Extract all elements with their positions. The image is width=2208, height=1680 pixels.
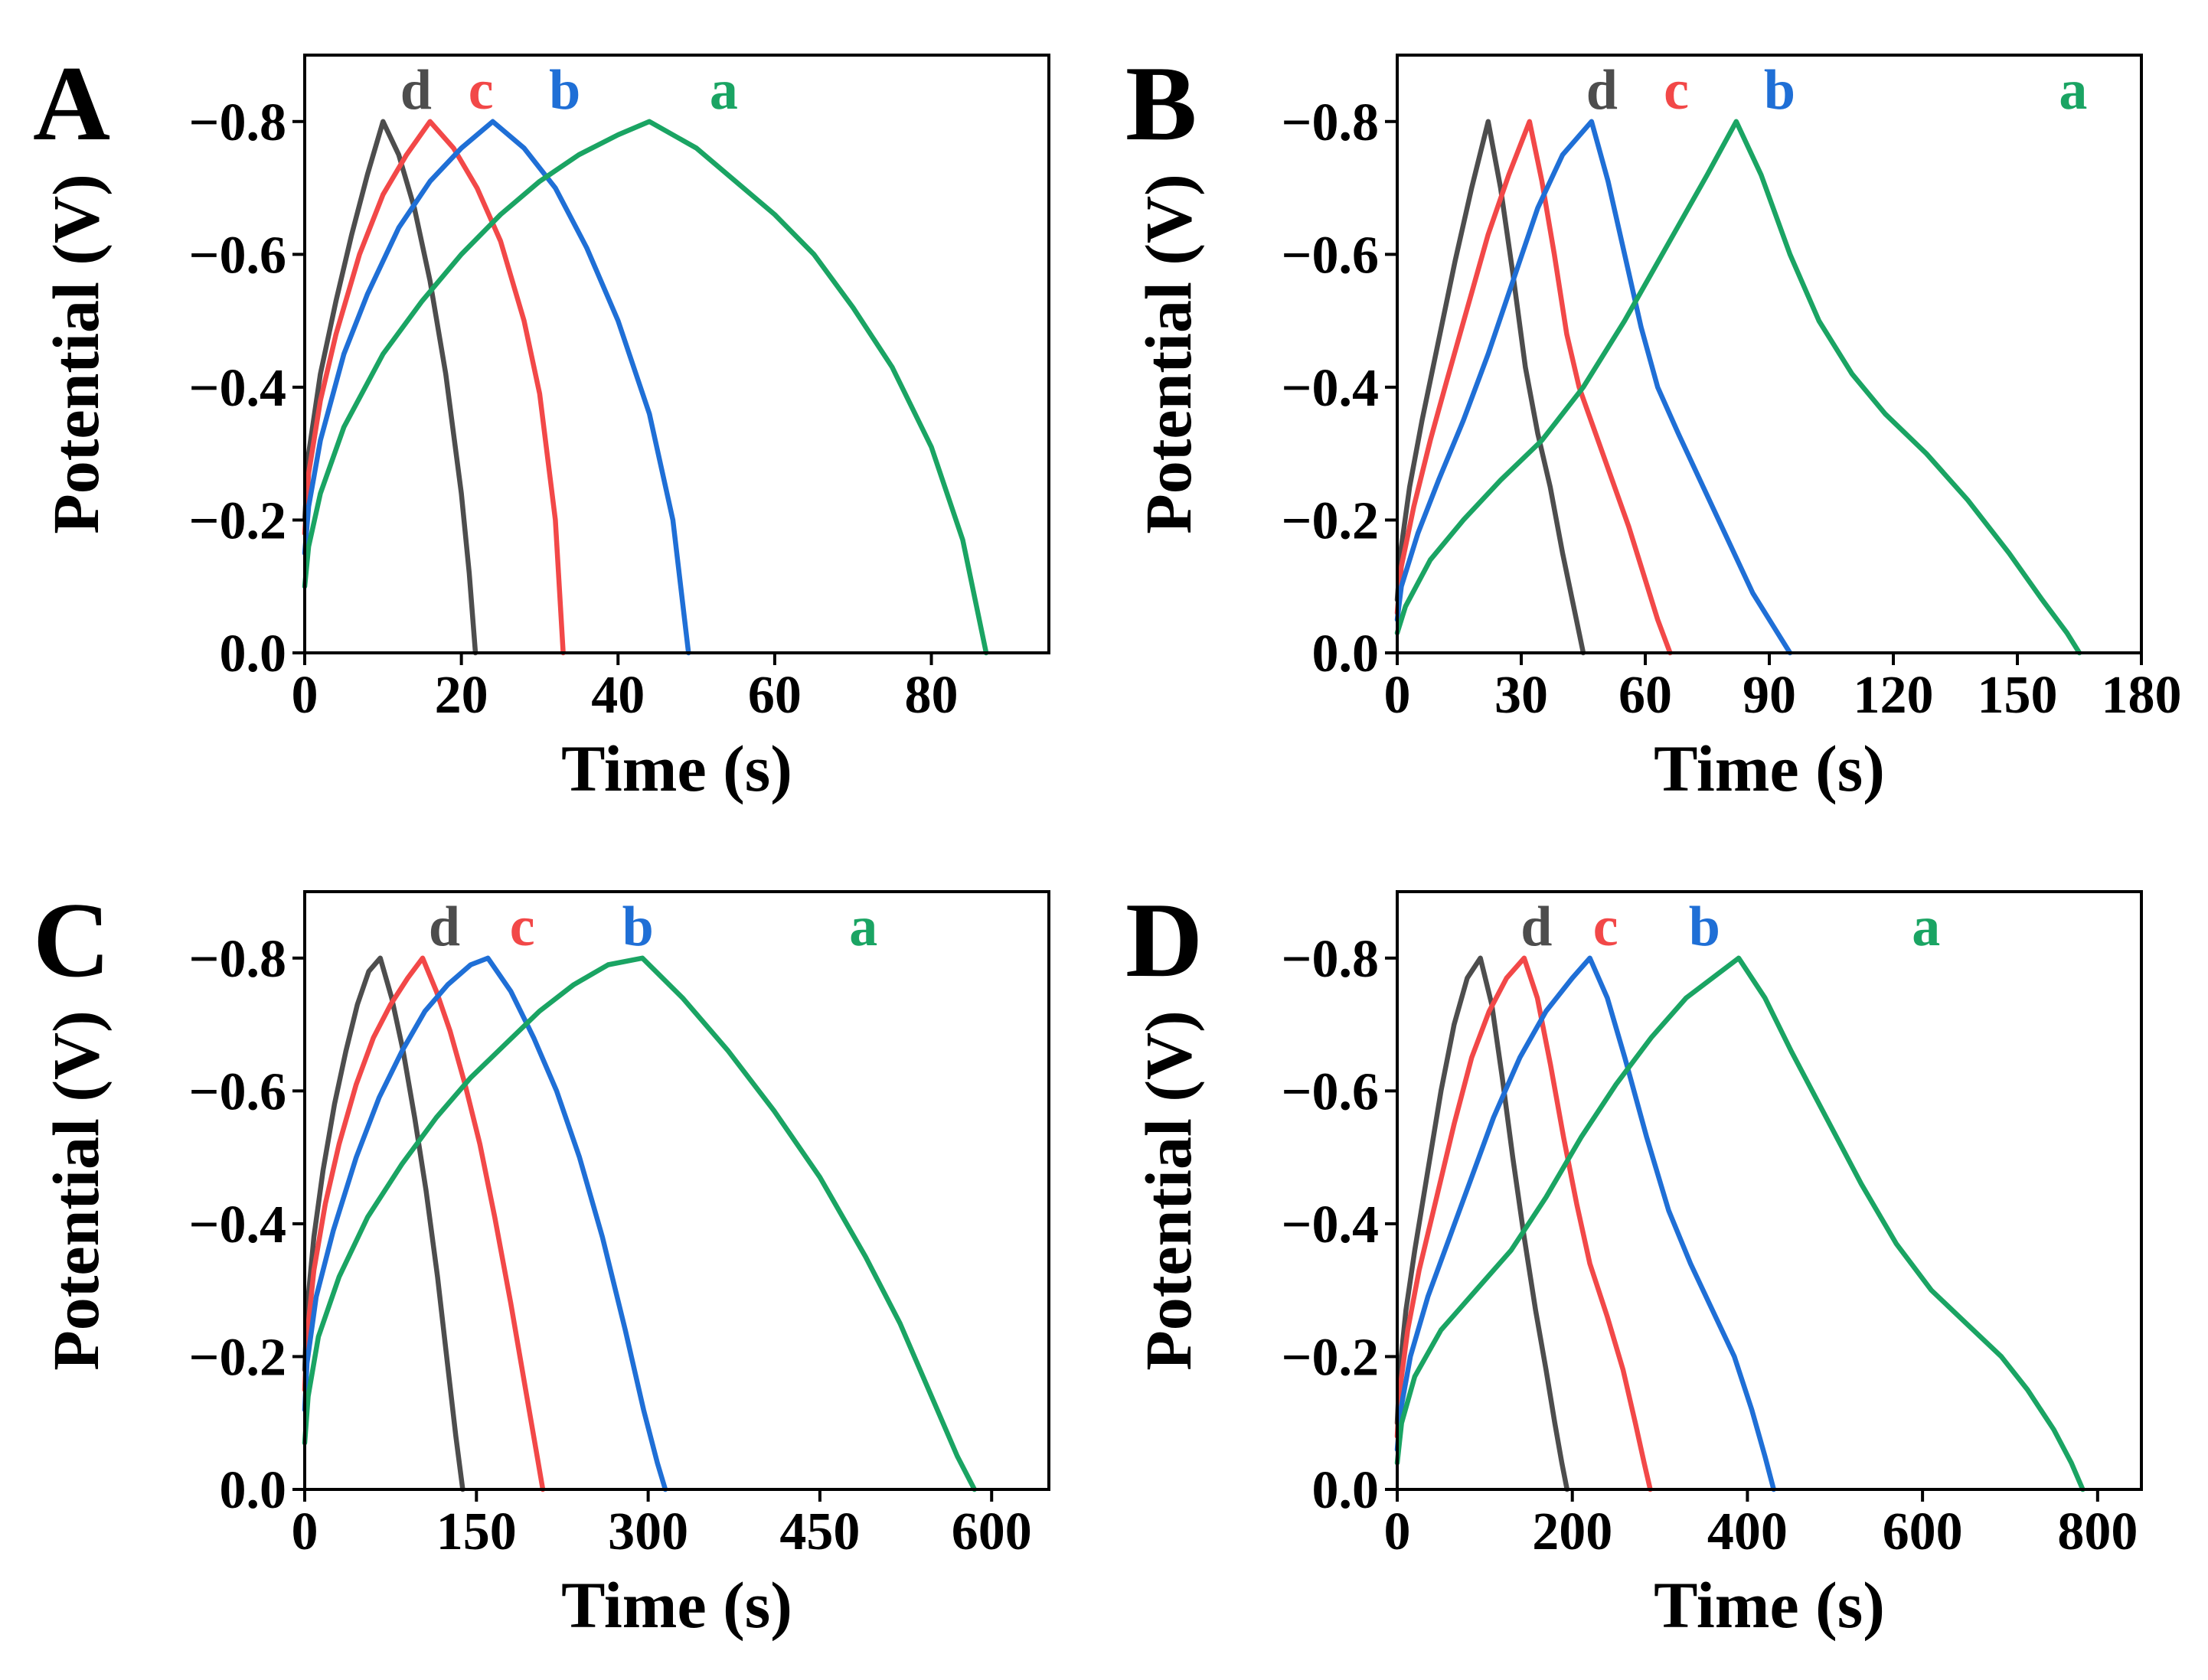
series-line-a: [1394, 955, 2086, 1492]
y-tick-label: −0.2: [189, 491, 286, 550]
chart-panel-c: C 0 150 300 450 600 0.0 −0.2 −0.4 −0.6 −0.8 Time (s…: [33, 881, 1050, 1642]
axes-frame: [1396, 54, 2143, 654]
y-axis-label: Potential (V): [1132, 1010, 1205, 1370]
chart-panel-d: D 0 200 400 600 800 0.0 −0.2 −0.4 −0.6 −0.8 Time (s…: [1125, 881, 2143, 1642]
x-tick-label: 0: [292, 666, 318, 725]
axes-frame: [1396, 890, 2143, 1491]
y-tick-label: 0.0: [220, 1461, 287, 1520]
series-label-a: a: [2059, 59, 2087, 122]
x-tick-label: 150: [436, 1502, 517, 1561]
series-label-b: b: [1689, 895, 1720, 958]
y-tick-label: 0.0: [1312, 1461, 1380, 1520]
series-label-c: c: [469, 59, 494, 122]
series-line-b: [302, 119, 691, 656]
series-label-d: d: [1520, 895, 1552, 958]
y-tick-label: −0.4: [189, 1196, 286, 1254]
y-tick-label: −0.8: [189, 93, 286, 152]
panel-label: A: [33, 44, 110, 163]
x-tick-label: 120: [1854, 666, 1934, 725]
y-tick-label: −0.8: [1282, 93, 1379, 152]
x-tick-label: 600: [1883, 1502, 1963, 1561]
series-label-b: b: [549, 59, 580, 122]
x-tick-label: 30: [1494, 666, 1548, 725]
x-axis-label: Time (s): [561, 1568, 792, 1642]
axes-frame: [303, 54, 1050, 654]
y-tick-label: −0.4: [189, 359, 286, 418]
x-tick-label: 300: [608, 1502, 688, 1561]
x-axis-label: Time (s): [561, 732, 792, 805]
x-tick-label: 150: [1978, 666, 2058, 725]
series-line-b: [302, 955, 668, 1492]
x-tick-label: 40: [591, 666, 645, 725]
x-tick-label: 450: [779, 1502, 860, 1561]
y-tick-label: −0.6: [1282, 1062, 1379, 1121]
x-tick-label: 90: [1743, 666, 1796, 725]
x-tick-label: 200: [1532, 1502, 1612, 1561]
series-label-d: d: [429, 895, 460, 958]
y-tick-label: 0.0: [220, 625, 287, 683]
y-tick-label: −0.8: [1282, 930, 1379, 989]
series-line-c: [1394, 119, 1673, 656]
chart-panel-b: B 0 30 60 90 120 150 180 0.0 −0.2 −0.4 −0.6 −0.8 Time…: [1125, 44, 2182, 805]
series-label-a: a: [710, 59, 738, 122]
series-label-c: c: [510, 895, 535, 958]
series-line-d: [1394, 955, 1570, 1492]
y-axis-label: Potential (V): [39, 1010, 113, 1370]
series-line-b: [1394, 955, 1776, 1492]
x-tick-label: 0: [292, 1502, 318, 1561]
y-tick-label: −0.6: [189, 1062, 286, 1121]
y-tick-label: −0.2: [1282, 491, 1379, 550]
series-label-b: b: [622, 895, 654, 958]
chart-panel-a: A 0 20 40 60 80 0.0 −0.2 −0.4 −0.6 −0.8 Time (s) Pot…: [33, 44, 1050, 805]
x-axis-label: Time (s): [1654, 732, 1885, 805]
series-label-d: d: [1586, 59, 1618, 122]
y-axis-label: Potential (V): [39, 174, 113, 533]
series-line-c: [302, 119, 566, 656]
series-line-b: [1394, 119, 1793, 656]
x-tick-label: 400: [1707, 1502, 1788, 1561]
series-line-d: [302, 955, 465, 1492]
series-line-a: [1394, 119, 2082, 656]
series-label-a: a: [849, 895, 877, 958]
series-line-c: [302, 955, 546, 1492]
y-tick-label: −0.6: [1282, 226, 1379, 285]
x-tick-label: 600: [952, 1502, 1032, 1561]
x-tick-label: 20: [435, 666, 488, 725]
y-tick-label: 0.0: [1312, 625, 1380, 683]
axes-frame: [303, 890, 1050, 1491]
y-tick-label: −0.6: [189, 226, 286, 285]
series-label-c: c: [1664, 59, 1689, 122]
series-label-d: d: [400, 59, 432, 122]
x-tick-label: 0: [1384, 1502, 1411, 1561]
x-tick-label: 60: [748, 666, 802, 725]
series-line-a: [302, 955, 978, 1492]
panel-label: D: [1125, 881, 1203, 1000]
series-line-c: [1394, 955, 1653, 1492]
panel-label: C: [33, 881, 110, 1000]
y-tick-label: −0.2: [1282, 1328, 1379, 1387]
series-line-d: [302, 119, 479, 656]
series-line-d: [1394, 119, 1586, 656]
x-tick-label: 800: [2057, 1502, 2138, 1561]
x-tick-label: 60: [1618, 666, 1672, 725]
series-label-c: c: [1593, 895, 1618, 958]
y-axis-label: Potential (V): [1132, 174, 1205, 533]
x-tick-label: 0: [1384, 666, 1411, 725]
x-axis-label: Time (s): [1654, 1568, 1885, 1642]
x-tick-label: 180: [2102, 666, 2182, 725]
series-label-b: b: [1764, 59, 1795, 122]
series-label-a: a: [1912, 895, 1940, 958]
y-tick-label: −0.4: [1282, 1196, 1379, 1254]
panel-label: B: [1125, 44, 1197, 163]
x-tick-label: 80: [905, 666, 959, 725]
series-line-a: [302, 119, 989, 656]
y-tick-label: −0.8: [189, 930, 286, 989]
y-tick-label: −0.4: [1282, 359, 1379, 418]
y-tick-label: −0.2: [189, 1328, 286, 1387]
